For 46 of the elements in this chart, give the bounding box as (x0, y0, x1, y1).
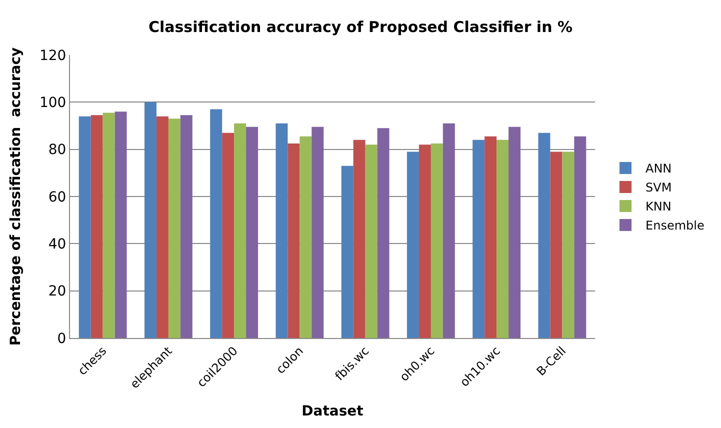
legend-label: KNN (646, 200, 672, 214)
legend-label: Ensemble (646, 218, 704, 233)
y-tick-label: 80 (48, 142, 66, 158)
y-tick-label: 60 (48, 189, 66, 206)
bar (484, 136, 497, 338)
y-axis-title: Percentage of classification accuracy (8, 47, 24, 346)
bar (300, 136, 312, 338)
bar (508, 126, 521, 338)
bar (341, 166, 354, 338)
bar (144, 102, 156, 338)
x-axis-title: Dataset (302, 404, 364, 420)
legend-label: ANN (646, 162, 672, 176)
legend-label: SVM (646, 180, 672, 195)
bar (78, 116, 91, 338)
bar (90, 115, 103, 338)
y-tick-label: 100 (39, 95, 66, 112)
bar (114, 112, 127, 338)
bar (180, 115, 192, 338)
chart-title: Classification accuracy of Proposed Classifier in % (148, 18, 573, 36)
bar (377, 128, 390, 338)
bar (210, 109, 222, 338)
bar (496, 140, 509, 338)
bar (168, 118, 180, 338)
bar (276, 123, 288, 338)
bar (156, 116, 168, 338)
bar (538, 132, 550, 338)
y-tick-label: 40 (48, 236, 66, 253)
bar (288, 143, 300, 338)
bar (550, 152, 562, 338)
bar (365, 144, 378, 338)
y-tick-label: 120 (39, 48, 66, 64)
bar (472, 140, 485, 338)
bar (234, 123, 246, 338)
y-tick-label: 0 (57, 330, 66, 347)
y-tick-label: 20 (48, 284, 66, 300)
bar (418, 144, 431, 338)
bar (353, 140, 366, 338)
bar (430, 143, 443, 338)
bar (222, 132, 234, 338)
bar (574, 136, 586, 338)
bar (102, 112, 115, 338)
bar (246, 126, 258, 338)
bar (406, 152, 419, 338)
bar (312, 126, 324, 338)
bar (442, 123, 455, 338)
bar (562, 152, 574, 338)
